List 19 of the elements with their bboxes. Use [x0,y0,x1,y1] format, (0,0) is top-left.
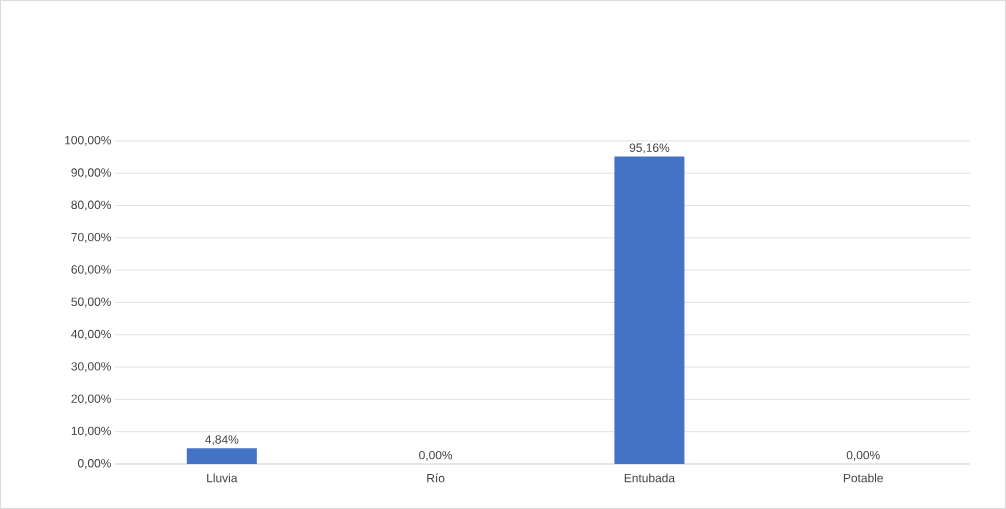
y-tick-label: 80,00% [71,200,111,211]
y-tick-label: 20,00% [71,394,111,405]
y-tick-label: 40,00% [71,329,111,340]
y-tick-label: 100,00% [65,136,111,146]
data-label: 4,84% [205,435,239,446]
data-label: 0,00% [846,450,880,461]
x-tick-label: Lluvia [207,473,238,483]
data-label: 95,16% [629,143,670,154]
y-tick-label: 70,00% [71,232,111,243]
x-tick-label: Entubada [624,473,675,483]
y-tick-label: 30,00% [71,362,111,373]
x-tick-label: Río [427,473,445,483]
x-tick-label: Potable [843,473,883,483]
y-tick-label: 0,00% [77,459,111,469]
y-tick-label: 90,00% [71,168,111,179]
y-tick-label: 10,00% [71,426,111,437]
data-label: 0,00% [419,450,453,461]
y-tick-label: 50,00% [71,297,111,308]
y-tick-label: 60,00% [71,265,111,276]
